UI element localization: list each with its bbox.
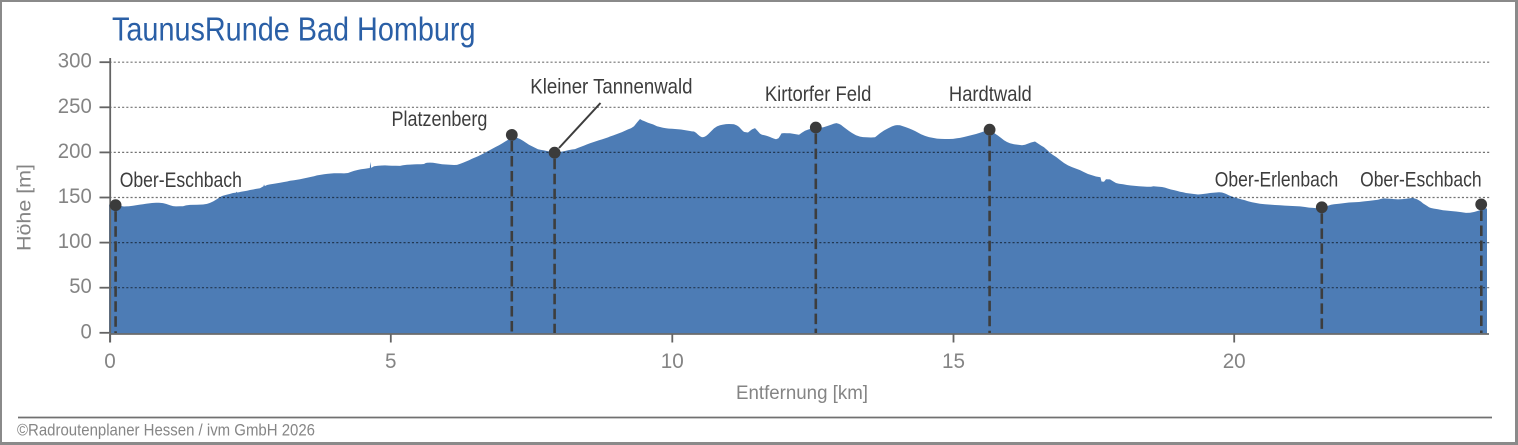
svg-text:Platzenberg: Platzenberg xyxy=(392,108,488,131)
svg-text:0: 0 xyxy=(104,350,116,373)
svg-text:Ober-Erlenbach: Ober-Erlenbach xyxy=(1215,169,1339,192)
svg-text:Kleiner Tannenwald: Kleiner Tannenwald xyxy=(530,76,692,99)
svg-text:200: 200 xyxy=(58,140,92,163)
svg-text:300: 300 xyxy=(58,50,92,73)
svg-text:Entfernung [km]: Entfernung [km] xyxy=(736,382,868,404)
svg-text:Kirtorfer Feld: Kirtorfer Feld xyxy=(765,83,872,106)
svg-text:5: 5 xyxy=(385,350,397,373)
svg-text:Höhe [m]: Höhe [m] xyxy=(15,164,36,251)
svg-text:50: 50 xyxy=(69,275,92,298)
svg-text:Hardtwald: Hardtwald xyxy=(949,83,1032,106)
svg-text:©Radroutenplaner Hessen / ivm: ©Radroutenplaner Hessen / ivm GmbH 2026 xyxy=(17,422,315,440)
svg-text:20: 20 xyxy=(1223,350,1246,373)
svg-text:150: 150 xyxy=(58,185,92,208)
svg-text:Ober-Eschbach: Ober-Eschbach xyxy=(120,169,242,192)
svg-text:100: 100 xyxy=(58,230,92,253)
svg-text:250: 250 xyxy=(58,95,92,118)
svg-text:0: 0 xyxy=(81,320,92,343)
svg-text:10: 10 xyxy=(661,350,684,373)
svg-text:15: 15 xyxy=(942,350,965,373)
svg-text:Ober-Eschbach: Ober-Eschbach xyxy=(1360,169,1482,192)
svg-text:TaunusRunde Bad Homburg: TaunusRunde Bad Homburg xyxy=(112,10,476,47)
